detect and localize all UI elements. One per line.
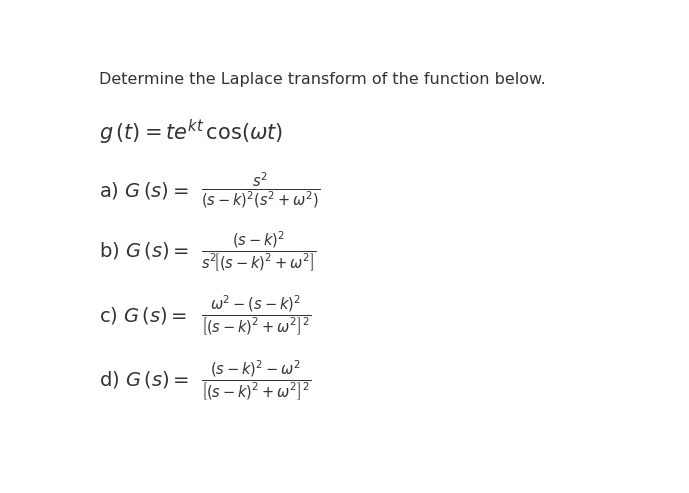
Text: $g\,(t) = te^{kt}\,\cos(\omega t)$: $g\,(t) = te^{kt}\,\cos(\omega t)$ [99,118,284,147]
Text: b) $G\,(s) =$: b) $G\,(s) =$ [99,241,189,261]
Text: $\dfrac{\omega^2-(s-k)^2}{\left[(s-k)^2+\omega^2\right]^2}$: $\dfrac{\omega^2-(s-k)^2}{\left[(s-k)^2+… [201,293,311,337]
Text: $\dfrac{(s-k)^2}{s^2\!\left[(s-k)^2+\omega^2\right]}$: $\dfrac{(s-k)^2}{s^2\!\left[(s-k)^2+\ome… [201,229,317,273]
Text: Determine the Laplace transform of the function below.: Determine the Laplace transform of the f… [99,72,546,87]
Text: $\dfrac{s^2}{(s-k)^2(s^2+\omega^2)}$: $\dfrac{s^2}{(s-k)^2(s^2+\omega^2)}$ [201,170,320,210]
Text: a) $G\,(s) =$: a) $G\,(s) =$ [99,179,189,201]
Text: d) $G\,(s) =$: d) $G\,(s) =$ [99,369,189,390]
Text: $\dfrac{(s-k)^2-\omega^2}{\left[(s-k)^2+\omega^2\right]^2}$: $\dfrac{(s-k)^2-\omega^2}{\left[(s-k)^2+… [201,358,311,402]
Text: c) $G\,(s) =$: c) $G\,(s) =$ [99,305,188,326]
